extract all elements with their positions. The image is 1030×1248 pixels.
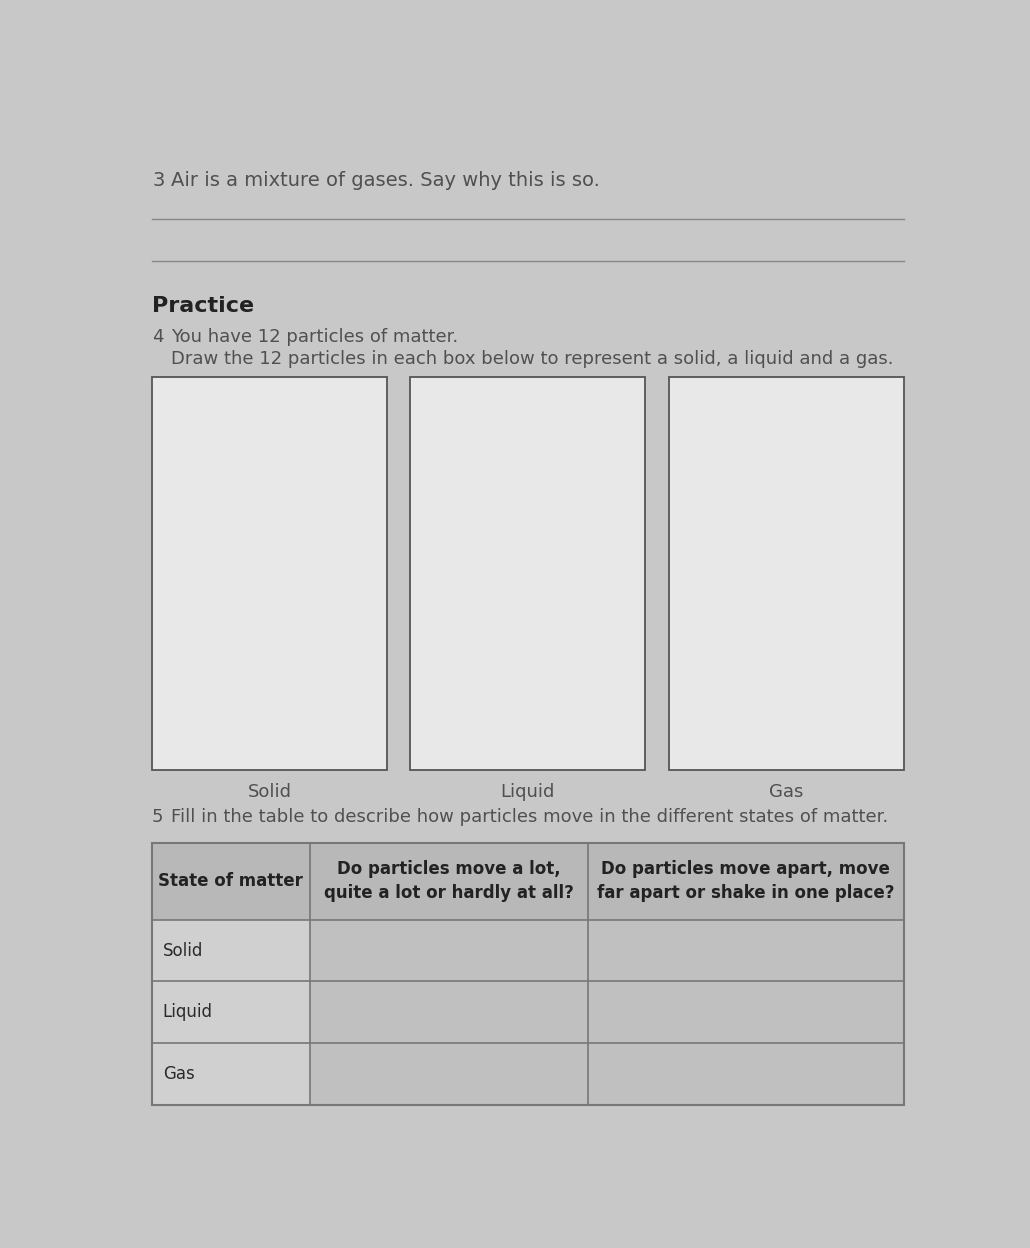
Text: You have 12 particles of matter.: You have 12 particles of matter. <box>171 328 458 347</box>
Text: Liquid: Liquid <box>163 1003 213 1021</box>
Text: Liquid: Liquid <box>501 784 555 801</box>
Text: Gas: Gas <box>163 1065 195 1083</box>
Bar <box>152 981 310 1043</box>
Bar <box>310 981 903 1043</box>
Bar <box>152 842 903 920</box>
Text: 5: 5 <box>152 809 164 826</box>
Text: Solid: Solid <box>247 784 291 801</box>
Text: Practice: Practice <box>152 296 254 316</box>
Text: Draw the 12 particles in each box below to represent a solid, a liquid and a gas: Draw the 12 particles in each box below … <box>171 349 893 368</box>
Bar <box>152 377 387 770</box>
Bar <box>310 920 903 981</box>
Text: 4: 4 <box>152 328 164 347</box>
Bar <box>152 842 903 1104</box>
Text: Air is a mixture of gases. Say why this is so.: Air is a mixture of gases. Say why this … <box>171 171 599 190</box>
Text: Solid: Solid <box>163 941 203 960</box>
Text: State of matter: State of matter <box>159 872 304 890</box>
Text: Do particles move apart, move
far apart or shake in one place?: Do particles move apart, move far apart … <box>597 860 895 902</box>
Bar <box>668 377 903 770</box>
Bar <box>152 1043 310 1104</box>
Text: 3: 3 <box>152 171 165 190</box>
Text: Gas: Gas <box>769 784 803 801</box>
Text: Fill in the table to describe how particles move in the different states of matt: Fill in the table to describe how partic… <box>171 809 888 826</box>
Text: Do particles move a lot,
quite a lot or hardly at all?: Do particles move a lot, quite a lot or … <box>324 860 574 902</box>
Bar <box>410 377 646 770</box>
Bar <box>152 920 310 981</box>
Bar <box>310 1043 903 1104</box>
